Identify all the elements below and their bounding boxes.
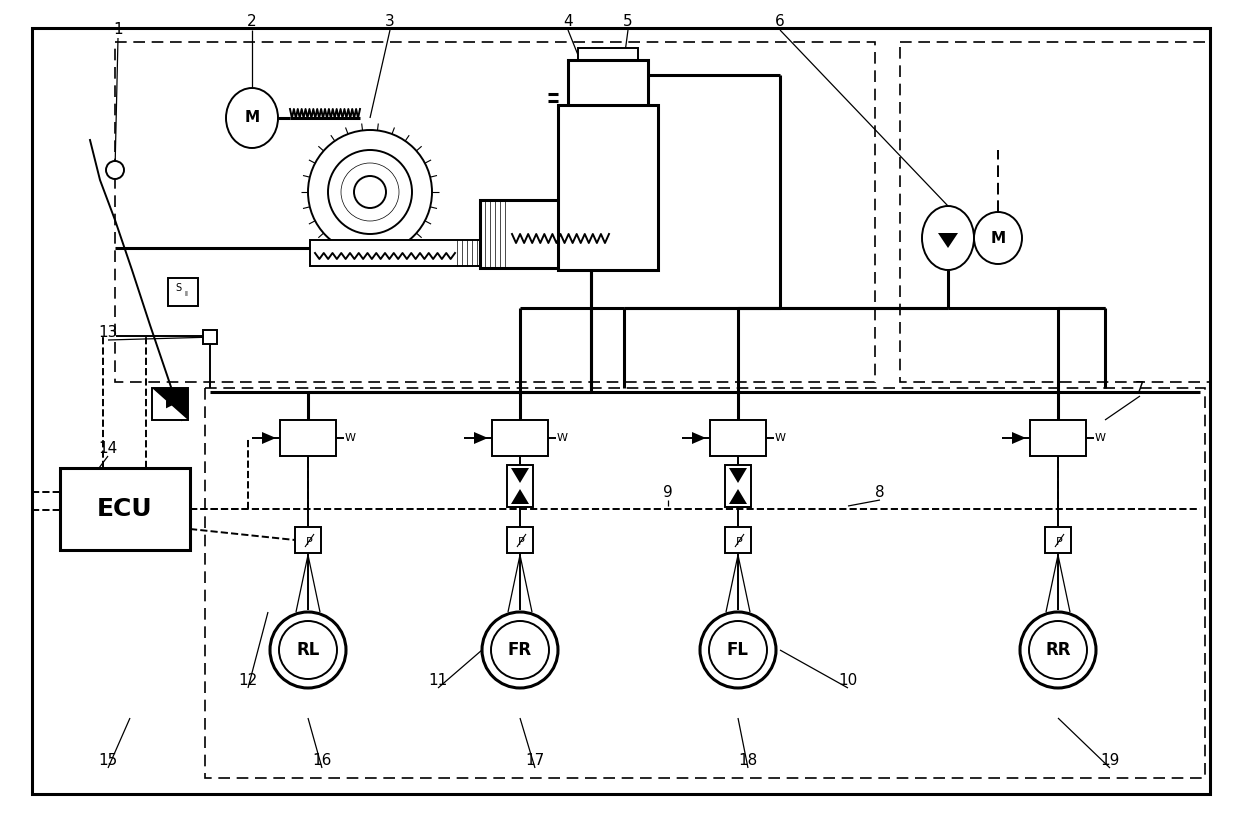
- Text: 11: 11: [428, 672, 448, 687]
- Text: 14: 14: [98, 441, 118, 455]
- Polygon shape: [937, 233, 959, 248]
- Bar: [711, 420, 766, 456]
- Bar: [492, 420, 548, 456]
- Text: W: W: [345, 433, 356, 443]
- Bar: [480, 200, 615, 268]
- Text: 7: 7: [1135, 381, 1145, 395]
- Circle shape: [105, 161, 124, 179]
- Text: 19: 19: [1100, 752, 1120, 768]
- Bar: [280, 420, 336, 456]
- Text: FL: FL: [727, 641, 749, 659]
- Bar: [507, 465, 533, 507]
- Circle shape: [1029, 621, 1087, 679]
- Text: 12: 12: [238, 672, 258, 687]
- Text: P: P: [306, 537, 312, 547]
- Polygon shape: [474, 432, 489, 444]
- Bar: [167, 278, 198, 306]
- Text: RL: RL: [296, 641, 320, 659]
- Bar: [295, 527, 321, 553]
- Text: 16: 16: [312, 752, 331, 768]
- Text: 6: 6: [775, 15, 785, 30]
- Bar: [203, 330, 217, 344]
- Bar: [558, 105, 658, 270]
- Bar: [310, 240, 480, 266]
- Text: P: P: [518, 537, 525, 547]
- Text: 18: 18: [738, 752, 758, 768]
- Ellipse shape: [923, 206, 973, 270]
- Polygon shape: [262, 432, 277, 444]
- Bar: [205, 388, 1205, 778]
- Text: S: S: [175, 283, 181, 293]
- Polygon shape: [511, 468, 529, 483]
- Circle shape: [308, 130, 432, 254]
- Text: W: W: [1095, 433, 1106, 443]
- Text: M: M: [991, 230, 1006, 246]
- Text: 2: 2: [247, 15, 257, 30]
- Text: 13: 13: [98, 325, 118, 339]
- Circle shape: [1021, 612, 1096, 688]
- Text: 9: 9: [663, 484, 673, 500]
- Bar: [900, 42, 1210, 382]
- Text: 3: 3: [386, 15, 394, 30]
- Text: P: P: [1056, 537, 1063, 547]
- Ellipse shape: [973, 212, 1022, 264]
- Text: W: W: [775, 433, 785, 443]
- Polygon shape: [511, 489, 529, 504]
- Ellipse shape: [226, 88, 278, 148]
- Bar: [60, 468, 190, 550]
- Text: W: W: [557, 433, 568, 443]
- Text: 17: 17: [526, 752, 544, 768]
- Text: II: II: [184, 291, 188, 297]
- Circle shape: [270, 612, 346, 688]
- Circle shape: [329, 150, 412, 234]
- Polygon shape: [729, 489, 746, 504]
- Bar: [153, 388, 188, 420]
- Text: ECU: ECU: [97, 497, 153, 521]
- Text: RR: RR: [1045, 641, 1071, 659]
- Circle shape: [491, 621, 549, 679]
- Polygon shape: [692, 432, 706, 444]
- Text: 10: 10: [838, 672, 858, 687]
- Text: ▶: ▶: [166, 399, 175, 409]
- Bar: [507, 527, 533, 553]
- Circle shape: [709, 621, 768, 679]
- Text: P: P: [737, 537, 743, 547]
- Bar: [1030, 420, 1086, 456]
- Bar: [1045, 527, 1071, 553]
- Bar: [568, 60, 649, 106]
- Text: M: M: [244, 110, 259, 126]
- Bar: [115, 42, 875, 382]
- Circle shape: [279, 621, 337, 679]
- Text: FR: FR: [508, 641, 532, 659]
- Text: 4: 4: [563, 15, 573, 30]
- Text: 8: 8: [875, 484, 885, 500]
- Bar: [725, 465, 751, 507]
- Text: 1: 1: [113, 22, 123, 38]
- Polygon shape: [729, 468, 746, 483]
- Text: 5: 5: [624, 15, 632, 30]
- Bar: [725, 527, 751, 553]
- Bar: [578, 48, 639, 61]
- Text: 15: 15: [98, 752, 118, 768]
- Circle shape: [353, 176, 386, 208]
- Polygon shape: [153, 388, 188, 420]
- Polygon shape: [1012, 432, 1025, 444]
- Circle shape: [482, 612, 558, 688]
- Circle shape: [701, 612, 776, 688]
